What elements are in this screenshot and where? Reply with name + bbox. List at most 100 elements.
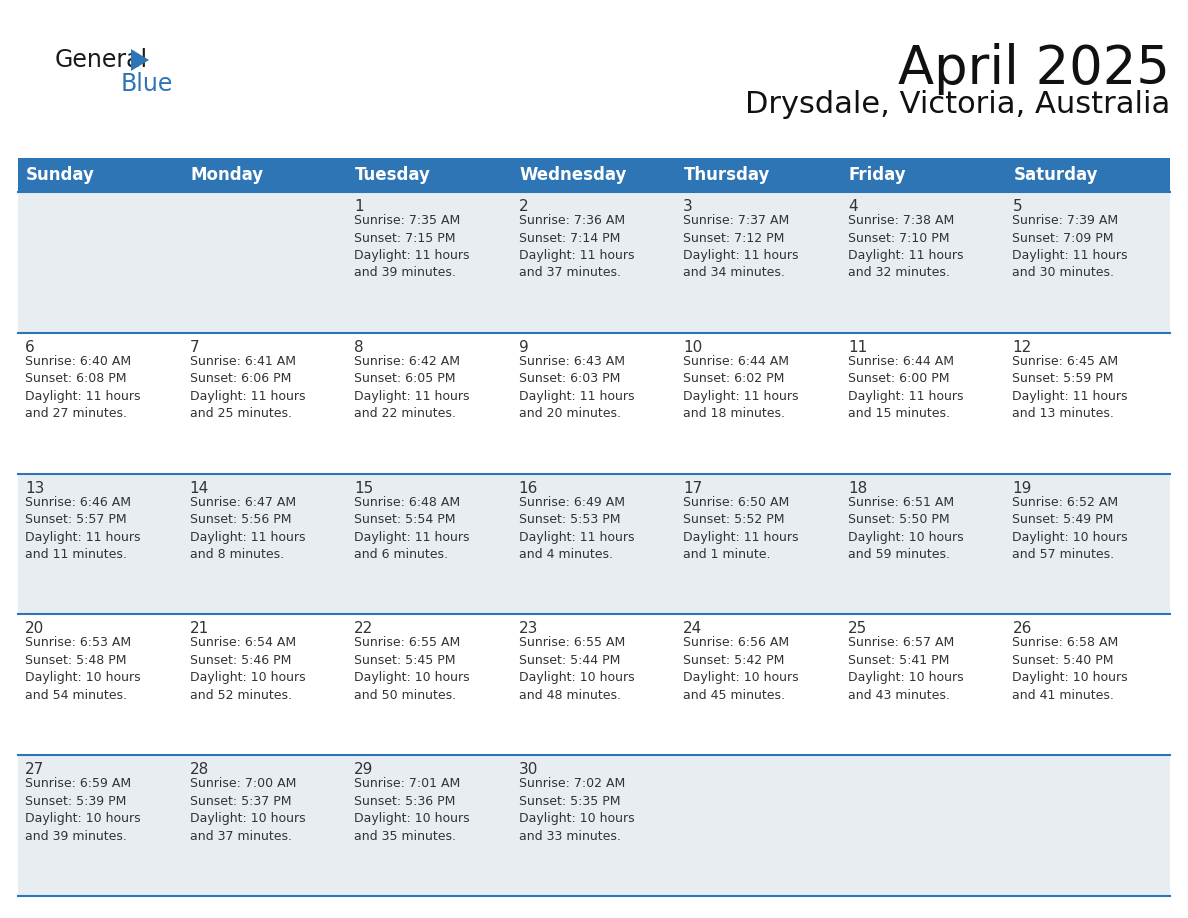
Bar <box>347 474 512 614</box>
Bar <box>1005 474 1170 614</box>
Bar <box>512 474 676 614</box>
Bar <box>18 614 183 756</box>
Text: Sunrise: 6:42 AM
Sunset: 6:05 PM
Daylight: 11 hours
and 22 minutes.: Sunrise: 6:42 AM Sunset: 6:05 PM Dayligh… <box>354 354 469 420</box>
Bar <box>512 614 676 756</box>
Bar <box>347 333 512 474</box>
Bar <box>183 333 347 474</box>
Text: Sunrise: 6:51 AM
Sunset: 5:50 PM
Daylight: 10 hours
and 59 minutes.: Sunrise: 6:51 AM Sunset: 5:50 PM Dayligh… <box>848 496 963 561</box>
Text: Sunday: Sunday <box>26 166 95 184</box>
Bar <box>676 756 841 896</box>
Text: 28: 28 <box>190 762 209 778</box>
Text: General: General <box>55 48 148 72</box>
Text: Sunrise: 7:01 AM
Sunset: 5:36 PM
Daylight: 10 hours
and 35 minutes.: Sunrise: 7:01 AM Sunset: 5:36 PM Dayligh… <box>354 778 469 843</box>
Bar <box>512 192 676 333</box>
Polygon shape <box>131 49 148 71</box>
Bar <box>676 192 841 333</box>
Bar <box>676 333 841 474</box>
Bar <box>183 474 347 614</box>
Text: Sunrise: 6:49 AM
Sunset: 5:53 PM
Daylight: 11 hours
and 4 minutes.: Sunrise: 6:49 AM Sunset: 5:53 PM Dayligh… <box>519 496 634 561</box>
Bar <box>1005 192 1170 333</box>
Text: Sunrise: 6:55 AM
Sunset: 5:45 PM
Daylight: 10 hours
and 50 minutes.: Sunrise: 6:55 AM Sunset: 5:45 PM Dayligh… <box>354 636 469 702</box>
Text: Sunrise: 6:43 AM
Sunset: 6:03 PM
Daylight: 11 hours
and 20 minutes.: Sunrise: 6:43 AM Sunset: 6:03 PM Dayligh… <box>519 354 634 420</box>
Bar <box>512 333 676 474</box>
Text: Thursday: Thursday <box>684 166 771 184</box>
Text: 24: 24 <box>683 621 702 636</box>
Text: Sunrise: 6:55 AM
Sunset: 5:44 PM
Daylight: 10 hours
and 48 minutes.: Sunrise: 6:55 AM Sunset: 5:44 PM Dayligh… <box>519 636 634 702</box>
Text: 9: 9 <box>519 340 529 354</box>
Text: 1: 1 <box>354 199 364 214</box>
Text: Sunrise: 6:56 AM
Sunset: 5:42 PM
Daylight: 10 hours
and 45 minutes.: Sunrise: 6:56 AM Sunset: 5:42 PM Dayligh… <box>683 636 798 702</box>
Bar <box>18 158 1170 192</box>
Text: 4: 4 <box>848 199 858 214</box>
Text: 22: 22 <box>354 621 373 636</box>
Text: Sunrise: 6:59 AM
Sunset: 5:39 PM
Daylight: 10 hours
and 39 minutes.: Sunrise: 6:59 AM Sunset: 5:39 PM Dayligh… <box>25 778 140 843</box>
Bar <box>841 333 1005 474</box>
Text: Sunrise: 6:45 AM
Sunset: 5:59 PM
Daylight: 11 hours
and 13 minutes.: Sunrise: 6:45 AM Sunset: 5:59 PM Dayligh… <box>1012 354 1127 420</box>
Bar <box>841 614 1005 756</box>
Bar <box>18 756 183 896</box>
Text: Sunrise: 6:44 AM
Sunset: 6:02 PM
Daylight: 11 hours
and 18 minutes.: Sunrise: 6:44 AM Sunset: 6:02 PM Dayligh… <box>683 354 798 420</box>
Text: 17: 17 <box>683 481 702 496</box>
Text: 20: 20 <box>25 621 44 636</box>
Bar <box>18 192 183 333</box>
Text: Sunrise: 7:35 AM
Sunset: 7:15 PM
Daylight: 11 hours
and 39 minutes.: Sunrise: 7:35 AM Sunset: 7:15 PM Dayligh… <box>354 214 469 279</box>
Bar <box>676 474 841 614</box>
Bar <box>347 192 512 333</box>
Text: 6: 6 <box>25 340 34 354</box>
Bar <box>183 614 347 756</box>
Text: 29: 29 <box>354 762 373 778</box>
Text: 21: 21 <box>190 621 209 636</box>
Text: Sunrise: 7:39 AM
Sunset: 7:09 PM
Daylight: 11 hours
and 30 minutes.: Sunrise: 7:39 AM Sunset: 7:09 PM Dayligh… <box>1012 214 1127 279</box>
Text: 30: 30 <box>519 762 538 778</box>
Bar <box>347 756 512 896</box>
Text: 13: 13 <box>25 481 44 496</box>
Bar <box>512 756 676 896</box>
Text: Sunrise: 7:38 AM
Sunset: 7:10 PM
Daylight: 11 hours
and 32 minutes.: Sunrise: 7:38 AM Sunset: 7:10 PM Dayligh… <box>848 214 963 279</box>
Text: 7: 7 <box>190 340 200 354</box>
Text: Saturday: Saturday <box>1013 166 1098 184</box>
Text: April 2025: April 2025 <box>898 43 1170 95</box>
Text: Sunrise: 6:57 AM
Sunset: 5:41 PM
Daylight: 10 hours
and 43 minutes.: Sunrise: 6:57 AM Sunset: 5:41 PM Dayligh… <box>848 636 963 702</box>
Text: 11: 11 <box>848 340 867 354</box>
Bar <box>841 474 1005 614</box>
Text: 25: 25 <box>848 621 867 636</box>
Text: Sunrise: 6:46 AM
Sunset: 5:57 PM
Daylight: 11 hours
and 11 minutes.: Sunrise: 6:46 AM Sunset: 5:57 PM Dayligh… <box>25 496 140 561</box>
Text: Sunrise: 6:50 AM
Sunset: 5:52 PM
Daylight: 11 hours
and 1 minute.: Sunrise: 6:50 AM Sunset: 5:52 PM Dayligh… <box>683 496 798 561</box>
Text: Sunrise: 6:52 AM
Sunset: 5:49 PM
Daylight: 10 hours
and 57 minutes.: Sunrise: 6:52 AM Sunset: 5:49 PM Dayligh… <box>1012 496 1129 561</box>
Text: 3: 3 <box>683 199 693 214</box>
Text: 2: 2 <box>519 199 529 214</box>
Text: Sunrise: 7:36 AM
Sunset: 7:14 PM
Daylight: 11 hours
and 37 minutes.: Sunrise: 7:36 AM Sunset: 7:14 PM Dayligh… <box>519 214 634 279</box>
Text: Sunrise: 6:53 AM
Sunset: 5:48 PM
Daylight: 10 hours
and 54 minutes.: Sunrise: 6:53 AM Sunset: 5:48 PM Dayligh… <box>25 636 140 702</box>
Bar <box>1005 333 1170 474</box>
Bar <box>676 614 841 756</box>
Text: 18: 18 <box>848 481 867 496</box>
Text: Sunrise: 6:44 AM
Sunset: 6:00 PM
Daylight: 11 hours
and 15 minutes.: Sunrise: 6:44 AM Sunset: 6:00 PM Dayligh… <box>848 354 963 420</box>
Bar <box>841 756 1005 896</box>
Text: Sunrise: 6:40 AM
Sunset: 6:08 PM
Daylight: 11 hours
and 27 minutes.: Sunrise: 6:40 AM Sunset: 6:08 PM Dayligh… <box>25 354 140 420</box>
Text: Monday: Monday <box>190 166 264 184</box>
Text: Sunrise: 6:48 AM
Sunset: 5:54 PM
Daylight: 11 hours
and 6 minutes.: Sunrise: 6:48 AM Sunset: 5:54 PM Dayligh… <box>354 496 469 561</box>
Bar <box>183 756 347 896</box>
Text: Drysdale, Victoria, Australia: Drysdale, Victoria, Australia <box>745 90 1170 119</box>
Text: 12: 12 <box>1012 340 1031 354</box>
Text: 10: 10 <box>683 340 702 354</box>
Text: 26: 26 <box>1012 621 1032 636</box>
Text: Blue: Blue <box>121 72 173 96</box>
Text: Tuesday: Tuesday <box>355 166 431 184</box>
Text: 27: 27 <box>25 762 44 778</box>
Bar <box>18 474 183 614</box>
Bar <box>1005 756 1170 896</box>
Bar <box>1005 614 1170 756</box>
Text: 5: 5 <box>1012 199 1022 214</box>
Text: Sunrise: 6:54 AM
Sunset: 5:46 PM
Daylight: 10 hours
and 52 minutes.: Sunrise: 6:54 AM Sunset: 5:46 PM Dayligh… <box>190 636 305 702</box>
Bar <box>841 192 1005 333</box>
Text: 16: 16 <box>519 481 538 496</box>
Text: 19: 19 <box>1012 481 1032 496</box>
Text: 15: 15 <box>354 481 373 496</box>
Text: Sunrise: 7:00 AM
Sunset: 5:37 PM
Daylight: 10 hours
and 37 minutes.: Sunrise: 7:00 AM Sunset: 5:37 PM Dayligh… <box>190 778 305 843</box>
Text: Sunrise: 6:58 AM
Sunset: 5:40 PM
Daylight: 10 hours
and 41 minutes.: Sunrise: 6:58 AM Sunset: 5:40 PM Dayligh… <box>1012 636 1129 702</box>
Bar <box>347 614 512 756</box>
Text: 14: 14 <box>190 481 209 496</box>
Bar <box>18 333 183 474</box>
Text: Wednesday: Wednesday <box>519 166 627 184</box>
